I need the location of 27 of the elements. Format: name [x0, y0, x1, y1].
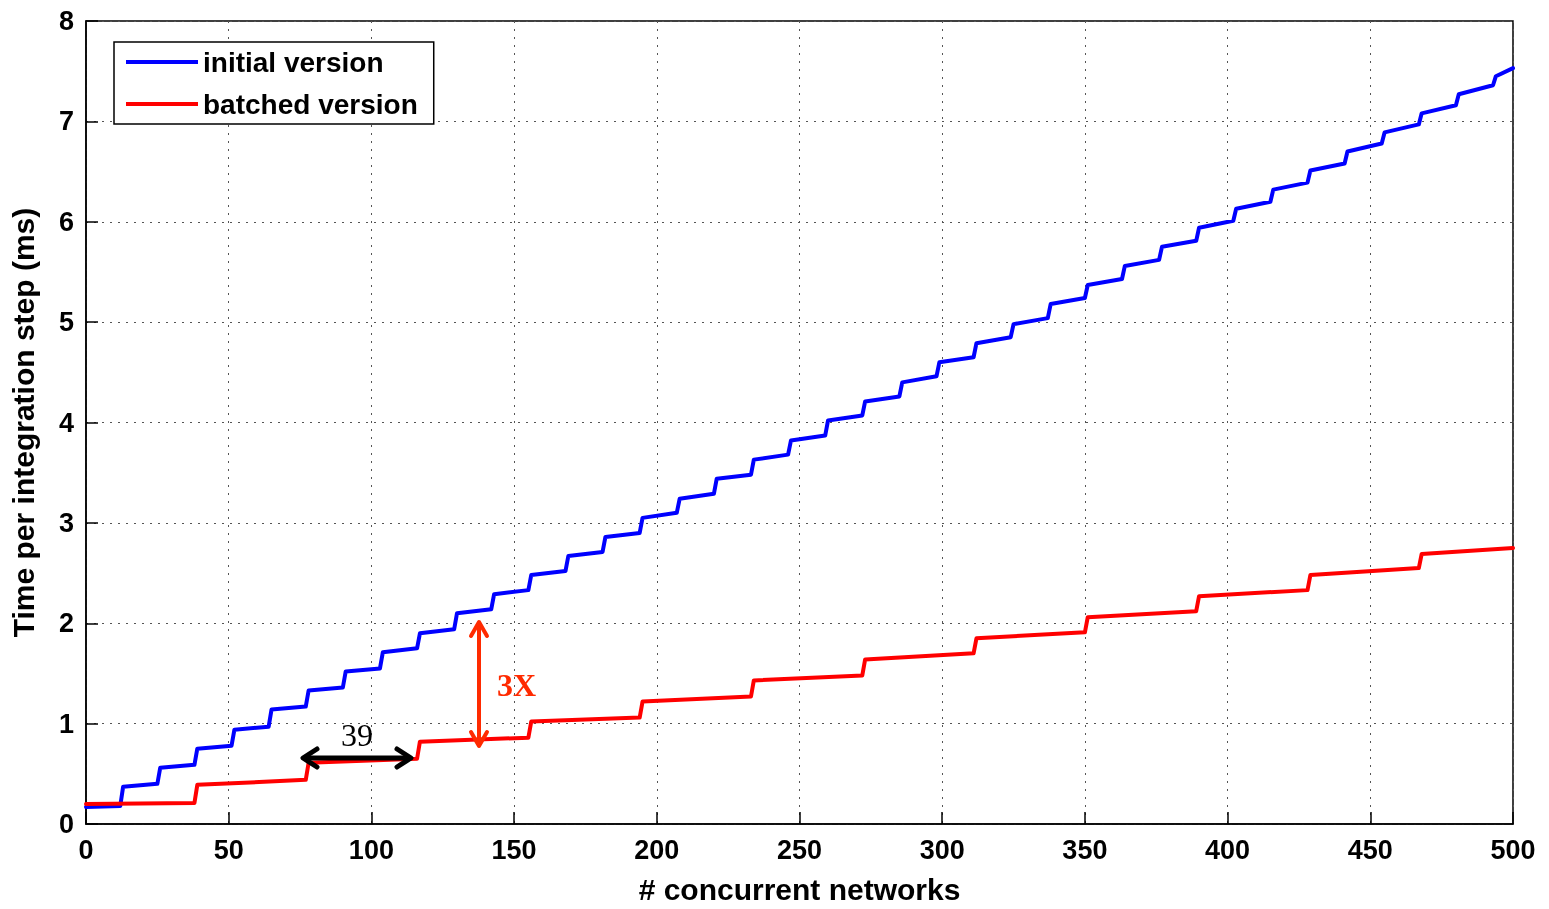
y-tick-label: 0	[58, 809, 74, 839]
x-tick-label: 200	[634, 834, 680, 865]
y-tick-label: 8	[58, 6, 74, 36]
y-tick-label: 7	[58, 106, 74, 137]
x-tick-label: 300	[919, 834, 965, 865]
legend-label: initial version	[203, 46, 384, 78]
x-tick-label: 150	[491, 834, 537, 865]
y-tick-label: 6	[58, 206, 74, 237]
x-tick-label: 350	[1062, 834, 1108, 865]
x-tick-label: 400	[1205, 834, 1251, 865]
x-tick-label: 0	[78, 834, 94, 865]
y-tick-label: 3	[58, 507, 74, 538]
x-tick-label: 450	[1347, 834, 1393, 865]
y-tick-label: 1	[58, 708, 74, 739]
line-series	[84, 545, 1515, 806]
x-tick-label: 500	[1490, 834, 1536, 865]
x-tick-label: 250	[776, 834, 823, 865]
annotation: 39	[341, 717, 373, 753]
annotation: 3X	[497, 667, 537, 703]
legend-label: batched version	[203, 88, 418, 120]
y-tick-label: 5	[58, 307, 74, 338]
y-tick-label: 2	[58, 608, 74, 639]
y-axis-title: Time per integration step (ms)	[6, 207, 40, 638]
x-tick-label: 100	[348, 834, 394, 865]
y-tick-label: 4	[58, 407, 74, 438]
x-tick-label: 50	[213, 834, 244, 865]
x-axis-title: # concurrent networks	[638, 872, 961, 906]
